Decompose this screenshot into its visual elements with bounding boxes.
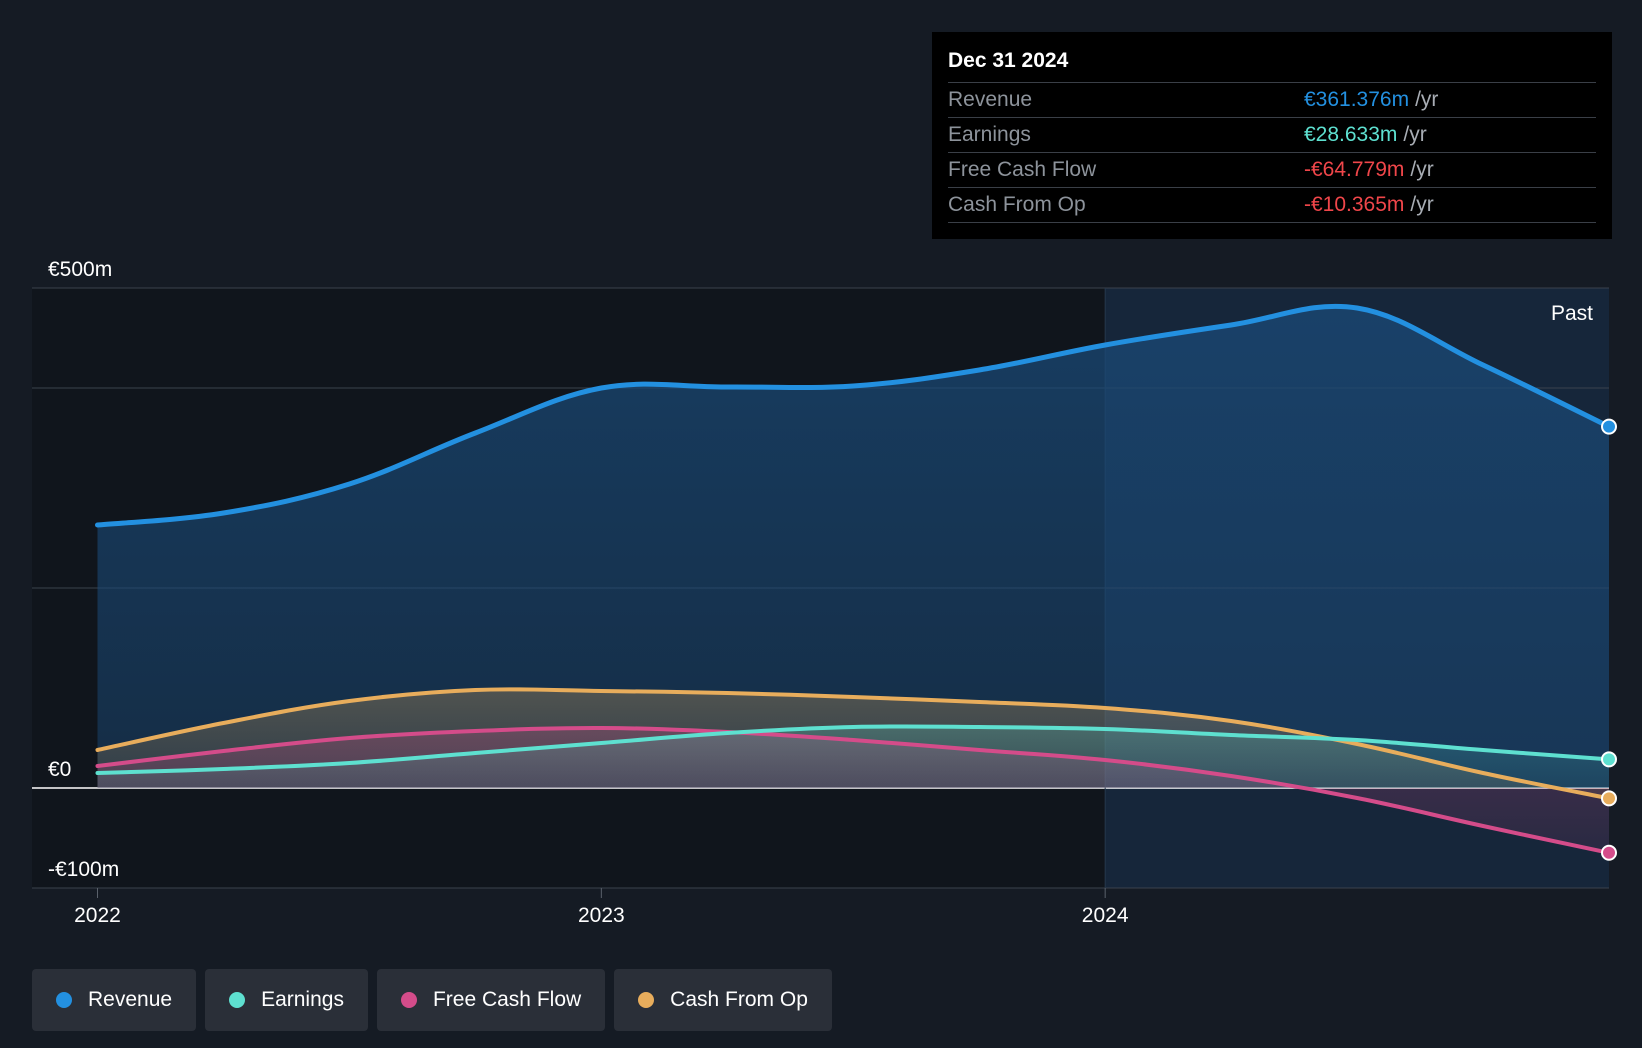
tooltip-number: €28.633m	[1304, 123, 1398, 146]
tooltip-value: -€10.365m/yr	[1304, 188, 1434, 222]
fcf-end-marker[interactable]	[1601, 844, 1617, 861]
chart-legend: Revenue Earnings Free Cash Flow Cash Fro…	[32, 969, 832, 1031]
earnings-line	[95, 724, 1611, 775]
tooltip-row-earnings: Earnings €28.633m/yr	[948, 118, 1596, 153]
tooltip-label: Earnings	[948, 123, 1031, 146]
y-tick-label: €0	[48, 758, 71, 781]
tooltip-label: Free Cash Flow	[948, 158, 1097, 181]
legend-item-revenue[interactable]: Revenue	[32, 969, 197, 1031]
tooltip-number: -€64.779m	[1304, 158, 1405, 181]
earnings-end-marker[interactable]	[1601, 751, 1617, 768]
past-label: Past	[1551, 302, 1593, 325]
cfo-line	[95, 687, 1611, 801]
y-tick-label: -€100m	[48, 858, 119, 881]
tooltip-value: -€64.779m/yr	[1304, 153, 1434, 187]
x-tick-label: 2023	[578, 904, 625, 927]
y-axis-ticks: €500m €0 -€100m	[48, 258, 119, 881]
legend-dot-icon	[638, 992, 655, 1008]
tooltip-label: Revenue	[948, 88, 1033, 111]
tooltip-row-cash-from-op: Cash From Op -€10.365m/yr	[948, 188, 1596, 223]
series-areas	[97, 306, 1609, 853]
revenue-area	[97, 306, 1609, 788]
legend-item-cash-from-op[interactable]: Cash From Op	[614, 969, 832, 1031]
legend-dot-icon	[56, 992, 72, 1008]
tooltip-row-free-cash-flow: Free Cash Flow -€64.779m/yr	[948, 153, 1596, 188]
x-tick-label: 2022	[74, 904, 121, 927]
tooltip-date: Dec 31 2024	[948, 46, 1596, 83]
legend-item-earnings[interactable]: Earnings	[205, 969, 368, 1031]
x-axis-ticks: 2022 2023 2024	[74, 888, 1129, 927]
tooltip-unit: /yr	[1415, 88, 1439, 111]
tooltip-label: Cash From Op	[948, 193, 1086, 216]
series-lines	[94, 303, 1612, 855]
cfo-end-marker[interactable]	[1601, 790, 1617, 807]
legend-dot-icon	[400, 992, 417, 1008]
revenue-end-marker[interactable]	[1601, 418, 1617, 435]
tooltip-unit: /yr	[1410, 193, 1434, 216]
tooltip-unit: /yr	[1410, 158, 1434, 181]
tooltip-value: €361.376m/yr	[1304, 83, 1438, 117]
legend-label: Cash From Op	[670, 988, 808, 1011]
earnings-area	[97, 726, 1609, 788]
tooltip-number: €361.376m	[1304, 88, 1410, 111]
tooltip-value: €28.633m/yr	[1304, 118, 1427, 152]
tooltip-unit: /yr	[1403, 123, 1427, 146]
legend-item-free-cash-flow[interactable]: Free Cash Flow	[376, 969, 606, 1031]
tooltip-number: -€10.365m	[1304, 193, 1405, 216]
legend-dot-icon	[229, 992, 246, 1008]
legend-label: Earnings	[261, 988, 344, 1011]
y-tick-label: €500m	[48, 258, 112, 281]
fcf-line	[95, 725, 1611, 855]
x-tick-label: 2024	[1082, 904, 1129, 927]
data-tooltip: Dec 31 2024 Revenue €361.376m/yr Earning…	[932, 32, 1612, 239]
series-end-markers	[1601, 418, 1617, 861]
tooltip-row-revenue: Revenue €361.376m/yr	[948, 83, 1596, 118]
legend-label: Revenue	[88, 988, 173, 1011]
revenue-line	[94, 303, 1612, 528]
legend-label: Free Cash Flow	[432, 988, 582, 1011]
